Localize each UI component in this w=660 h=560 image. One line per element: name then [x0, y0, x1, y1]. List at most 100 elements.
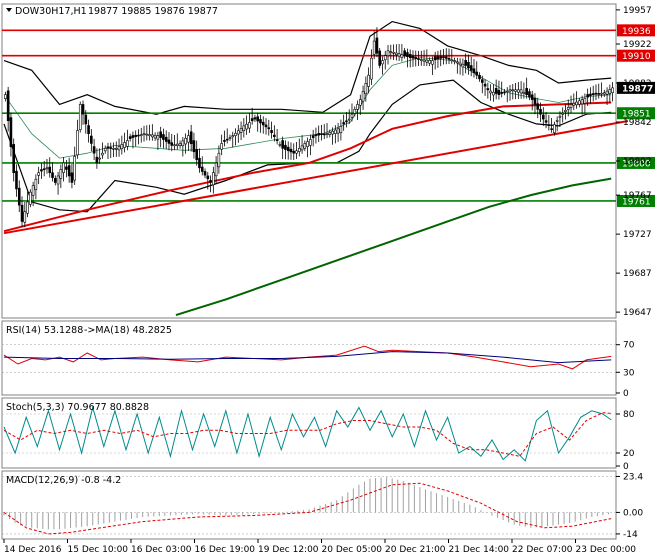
candle-body: [181, 140, 185, 147]
level-label-19851: 19851: [622, 110, 651, 120]
price-tick-label: 19922: [623, 40, 652, 50]
candle-body: [17, 187, 21, 206]
candle-body: [42, 168, 46, 171]
candle-body: [594, 92, 598, 95]
candle-body: [467, 62, 470, 69]
time-tick-label: 20 Dec 05:00: [322, 545, 383, 555]
candle-body: [259, 119, 262, 124]
candle-body: [101, 152, 104, 156]
candle-body: [78, 104, 82, 130]
candle-body: [536, 103, 540, 110]
candle-body: [170, 142, 174, 146]
candle-body: [461, 63, 465, 68]
candle-body: [492, 91, 495, 96]
candle-body: [378, 50, 382, 66]
candle-body: [275, 139, 279, 142]
candle-body: [403, 50, 406, 57]
candle-body: [375, 37, 379, 54]
moving-average-line-1: [175, 177, 612, 317]
candle-body: [156, 135, 160, 140]
candle-body: [9, 117, 13, 148]
level-badge-19761: [617, 194, 655, 207]
candle-body: [203, 171, 207, 176]
price-tick-label: 19802: [623, 157, 652, 167]
level-badge-19910: [617, 49, 655, 62]
candle-body: [356, 104, 359, 110]
candle-body: [533, 97, 537, 105]
candle-body: [81, 104, 85, 115]
candle-body: [253, 117, 257, 120]
candle-body: [267, 127, 271, 130]
current-price-badge: [617, 81, 655, 94]
stochastic-panel-frame: [1, 397, 617, 469]
candle-body: [117, 146, 121, 151]
time-tick-label: 14 Dec 2016: [4, 545, 62, 555]
candle-body: [45, 167, 49, 170]
macd-title: MACD(12,26,9) -0.8 -4.2: [6, 475, 121, 486]
candle-body: [389, 51, 393, 53]
candle-body: [73, 156, 77, 181]
x-axis: 14 Dec 2016 15 Dec 10:00 16 Dec 03:00 16 De…: [3, 539, 636, 555]
candle-body: [433, 56, 437, 61]
candle-body: [431, 60, 434, 65]
upper-band-line: [3, 20, 612, 115]
candle-body: [322, 133, 326, 136]
macd-tick-label: -14: [623, 530, 638, 540]
candle-body: [264, 124, 268, 128]
candle-body: [270, 130, 273, 134]
price-tick-label: 19647: [623, 308, 652, 318]
candle-body: [311, 135, 315, 138]
candle-body: [245, 123, 248, 130]
candle-body: [306, 141, 309, 147]
candle-body: [164, 136, 168, 142]
candle-body: [320, 133, 323, 135]
candle-body: [547, 124, 551, 126]
candle-body: [422, 59, 426, 62]
candle-body: [62, 162, 65, 173]
stochastic-series-line-1: [3, 412, 612, 457]
candle-body: [381, 60, 384, 65]
level-label-19800: 19800: [622, 159, 651, 169]
candle-body: [178, 143, 182, 146]
candle-body: [541, 114, 545, 120]
candle-body: [608, 89, 612, 94]
candle-body: [447, 58, 451, 60]
candle-body: [505, 90, 509, 93]
candle-body: [23, 211, 27, 223]
candle-body: [550, 128, 553, 130]
price-panel: [2, 20, 629, 317]
macd-tick-label: 23.4: [623, 472, 643, 482]
candle-body: [103, 148, 107, 152]
candle-body: [611, 87, 614, 93]
ohlc-label: 19877 19885 19876 19877: [88, 6, 218, 17]
candle-body: [553, 124, 556, 134]
time-tick-label: 16 Dec 03:00: [131, 545, 192, 555]
candle-body: [478, 74, 481, 80]
candle-body: [261, 121, 265, 126]
dropdown-triangle-icon[interactable]: [6, 8, 12, 12]
candle-body: [281, 140, 284, 149]
candle-body: [525, 88, 528, 96]
candle-body: [109, 147, 113, 149]
candle-body: [428, 60, 431, 64]
price-tick-label: 19727: [623, 230, 652, 240]
candle-body: [70, 172, 74, 183]
candle-body: [15, 170, 18, 190]
candle-body: [297, 148, 301, 152]
candle-body: [112, 148, 115, 150]
candle-body: [558, 115, 562, 118]
candle-body: [395, 52, 398, 55]
candle-body: [248, 122, 251, 129]
candle-body: [106, 146, 110, 149]
candle-body: [214, 162, 218, 177]
time-tick-label: 19 Dec 12:00: [258, 545, 319, 555]
candle-body: [489, 90, 492, 94]
candle-body: [26, 201, 29, 214]
candle-body: [417, 58, 420, 60]
candle-body: [92, 146, 96, 154]
candle-body: [189, 131, 193, 144]
candle-body: [242, 125, 246, 131]
candle-body: [250, 118, 254, 122]
candle-body: [406, 52, 409, 57]
